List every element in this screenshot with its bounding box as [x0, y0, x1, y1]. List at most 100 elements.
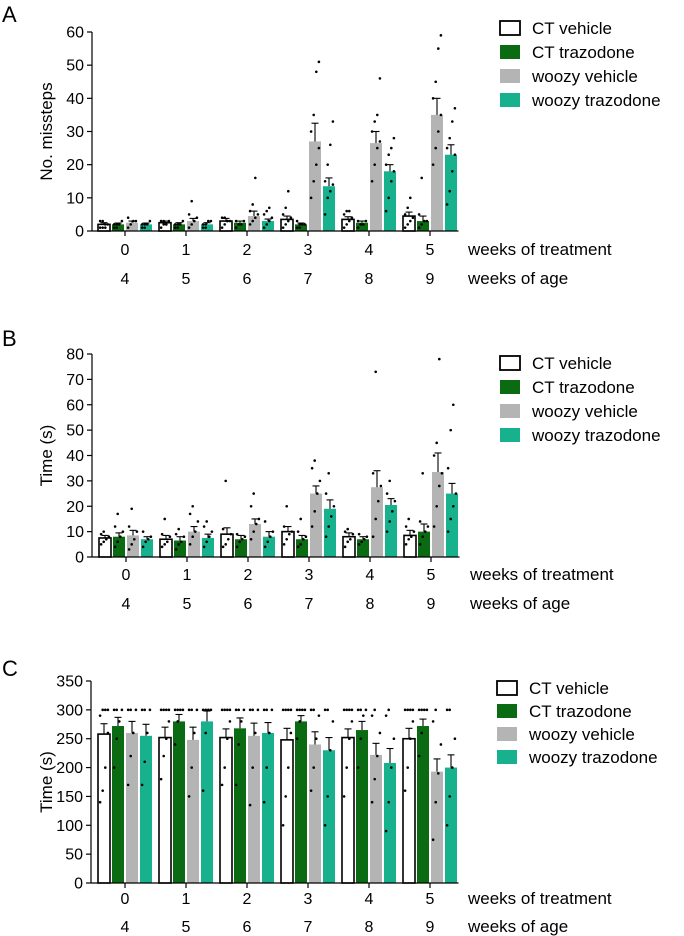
data-point	[193, 731, 196, 735]
data-point	[392, 136, 396, 140]
data-point	[143, 708, 146, 712]
x-tick-label-age: 9	[427, 596, 436, 613]
data-point	[176, 720, 179, 723]
data-point	[201, 789, 205, 792]
data-point	[102, 540, 105, 544]
data-point	[431, 838, 435, 842]
data-point	[421, 535, 425, 538]
data-point	[387, 708, 391, 712]
y-tick-label: 150	[56, 789, 83, 806]
x-tick-label: 1	[182, 891, 191, 908]
panel-a: A 0 10 20 30 40 50 60 No. missteps 0 4 1 5 2 6 3 7 4 8 5 9 we…	[2, 2, 661, 288]
bar	[127, 535, 139, 557]
bar	[126, 222, 138, 231]
data-point	[403, 226, 407, 229]
bar	[140, 224, 152, 231]
data-point	[201, 226, 205, 229]
legend-label: woozy trazodone	[528, 748, 658, 767]
bar	[356, 222, 368, 231]
data-point	[143, 226, 146, 229]
data-point	[431, 163, 435, 166]
data-point	[296, 530, 300, 533]
data-point	[127, 525, 131, 528]
data-point	[362, 714, 365, 717]
data-point	[165, 708, 168, 712]
data-point	[404, 543, 408, 546]
data-point	[295, 226, 299, 229]
data-point	[391, 510, 394, 513]
data-point	[446, 530, 450, 533]
data-point	[165, 223, 168, 226]
data-point	[190, 223, 193, 226]
data-point	[376, 754, 379, 758]
data-point	[179, 708, 182, 712]
x-tick-label: 0	[121, 891, 130, 908]
data-point	[202, 545, 206, 549]
data-point	[332, 504, 336, 508]
data-point	[195, 708, 199, 712]
data-point	[237, 708, 240, 712]
legend-label: CT vehicle	[532, 19, 612, 38]
data-point	[388, 479, 392, 483]
data-point	[202, 525, 206, 528]
data-point	[251, 203, 254, 206]
x-tick-label-age: 6	[244, 596, 253, 613]
data-point	[453, 737, 457, 741]
data-point	[357, 532, 361, 536]
data-point	[207, 708, 210, 712]
data-point	[162, 708, 165, 712]
legend-swatch	[497, 704, 517, 718]
data-point	[421, 471, 425, 475]
data-point	[411, 708, 415, 712]
data-point	[240, 720, 243, 723]
bar	[219, 220, 233, 232]
bar	[201, 224, 213, 231]
data-point	[140, 226, 144, 229]
data-point	[373, 163, 377, 166]
data-point	[349, 537, 352, 541]
data-point	[317, 714, 321, 717]
data-point	[295, 708, 299, 712]
legend-swatch	[500, 69, 520, 83]
data-point	[434, 80, 438, 84]
bar	[402, 737, 416, 884]
bar	[112, 726, 124, 883]
legend-label: woozy trazodone	[531, 91, 661, 110]
data-point	[345, 209, 349, 213]
bar	[126, 732, 138, 883]
data-point	[439, 743, 443, 746]
data-point	[163, 543, 166, 546]
data-point	[146, 731, 149, 735]
data-point	[324, 492, 328, 495]
data-point	[410, 535, 413, 538]
data-point	[166, 540, 169, 544]
data-point	[445, 203, 449, 206]
legend-label: CT trazodone	[529, 702, 632, 721]
y-axis-label: Time (s)	[37, 751, 56, 813]
data-point	[390, 179, 393, 183]
data-point	[425, 708, 429, 712]
data-point	[204, 731, 207, 735]
data-point	[313, 459, 317, 462]
data-point	[201, 223, 205, 226]
legend-swatch	[500, 45, 520, 59]
data-point	[346, 540, 350, 544]
x-tick-label-age: 5	[183, 596, 192, 613]
data-point	[364, 708, 368, 712]
data-point	[356, 766, 360, 769]
data-point	[190, 199, 193, 203]
legend-swatch	[496, 680, 518, 696]
data-point	[434, 708, 438, 712]
data-point	[315, 163, 318, 166]
data-point	[296, 545, 300, 549]
data-point	[126, 708, 130, 712]
data-point	[445, 708, 449, 712]
data-point	[303, 223, 307, 226]
bar	[341, 218, 355, 232]
data-point	[309, 196, 313, 200]
bar	[309, 141, 321, 231]
y-tick-label: 20	[66, 157, 84, 174]
data-point	[159, 777, 163, 781]
data-point	[420, 223, 424, 226]
y-tick-label: 60	[66, 397, 84, 414]
